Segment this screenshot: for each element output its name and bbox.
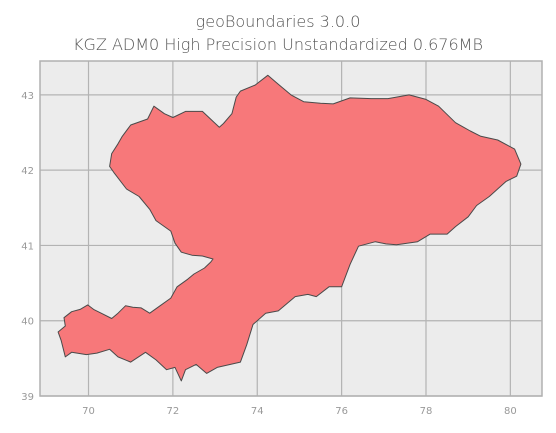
x-tick-label-72: 72 xyxy=(167,406,180,417)
chart-title: geoBoundaries 3.0.0 xyxy=(196,12,361,31)
y-axis-ticks: 39 40 41 42 43 xyxy=(21,91,34,403)
x-tick-label-70: 70 xyxy=(82,406,95,417)
kgz-boundary-polygon xyxy=(57,74,522,382)
y-tick-label-43: 43 xyxy=(21,91,34,102)
chart-subtitle: KGZ ADM0 High Precision Unstandardized 0… xyxy=(73,35,483,54)
y-tick-label-39: 39 xyxy=(21,392,34,403)
x-tick-label-80: 80 xyxy=(504,406,517,417)
x-tick-label-76: 76 xyxy=(335,406,348,417)
y-tick-label-41: 41 xyxy=(21,241,34,252)
x-tick-label-78: 78 xyxy=(420,406,433,417)
plot-frame xyxy=(39,60,543,397)
y-tick-label-42: 42 xyxy=(21,166,34,177)
x-tick-label-74: 74 xyxy=(251,406,264,417)
x-axis-ticks: 70 72 74 76 78 80 xyxy=(82,406,517,417)
y-tick-label-40: 40 xyxy=(21,317,34,328)
